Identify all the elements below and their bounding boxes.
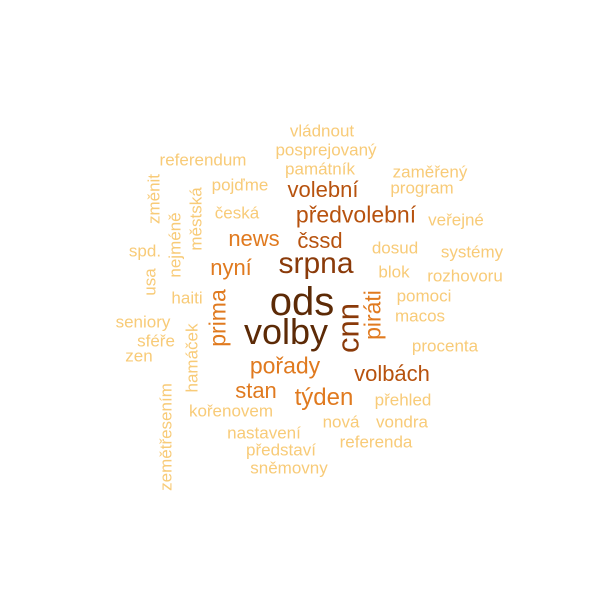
word-zemetreseni: zemětřesením [156, 383, 176, 491]
word-vondra: vondra [376, 412, 428, 432]
word-pomoci: pomoci [396, 286, 452, 306]
word-srpna: srpna [278, 247, 354, 280]
word-referendum: referendum [159, 150, 247, 170]
word-predvolebni: předvolební [295, 201, 417, 228]
word-snemovny: sněmovny [250, 458, 328, 478]
word-tyden: týden [294, 384, 354, 411]
word-zamereny: zaměřený [392, 162, 468, 182]
word-prima: prima [204, 289, 231, 347]
word-program: program [390, 178, 454, 198]
word-spd: spd. [128, 241, 162, 261]
word-mestska: městská [186, 187, 206, 251]
word-seniory: seniory [115, 312, 171, 332]
word-procenta: procenta [411, 336, 479, 356]
word-blok: blok [378, 262, 410, 282]
word-nastaveni: nastavení [227, 423, 301, 443]
word-pirati: piráti [359, 290, 386, 340]
word-systemy: systémy [440, 242, 504, 262]
word-volbach: volbách [354, 361, 430, 386]
word-ceska: česká [214, 203, 260, 223]
word-rozhovoru: rozhovoru [427, 266, 503, 286]
word-prehled: přehled [374, 390, 432, 410]
word-news: news [228, 226, 280, 251]
word-haiti: haiti [171, 288, 203, 308]
word-macos: macos [394, 306, 446, 326]
word-vladnout: vládnout [289, 121, 355, 141]
word-korenovem: kořenovem [188, 401, 274, 421]
word-stan: stan [235, 378, 277, 403]
word-usa: usa [140, 268, 160, 296]
word-zen: zen [125, 346, 153, 366]
word-porady: pořady [249, 352, 321, 379]
word-nyni: nyní [210, 255, 252, 280]
word-nejmene: nejméně [165, 212, 185, 278]
word-volby: volby [243, 311, 329, 352]
word-predstavi: představí [246, 440, 316, 460]
word-referenda: referenda [339, 432, 413, 452]
word-hamacek: hamáček [182, 323, 202, 393]
word-posprejovany: posprejovaný [275, 140, 377, 160]
word-cssd: čssd [297, 228, 343, 253]
word-sfere: sféře [137, 331, 175, 351]
word-pojdme: pojďme [211, 175, 269, 195]
word-pamatnik: památník [285, 159, 355, 179]
word-dosud: dosud [371, 238, 419, 258]
word-nova: nová [322, 412, 360, 432]
word-verejne: veřejné [428, 210, 484, 230]
word-volebni: volební [287, 177, 359, 202]
word-zmenit: změnit [144, 173, 164, 225]
word-ods: ods [269, 280, 335, 324]
